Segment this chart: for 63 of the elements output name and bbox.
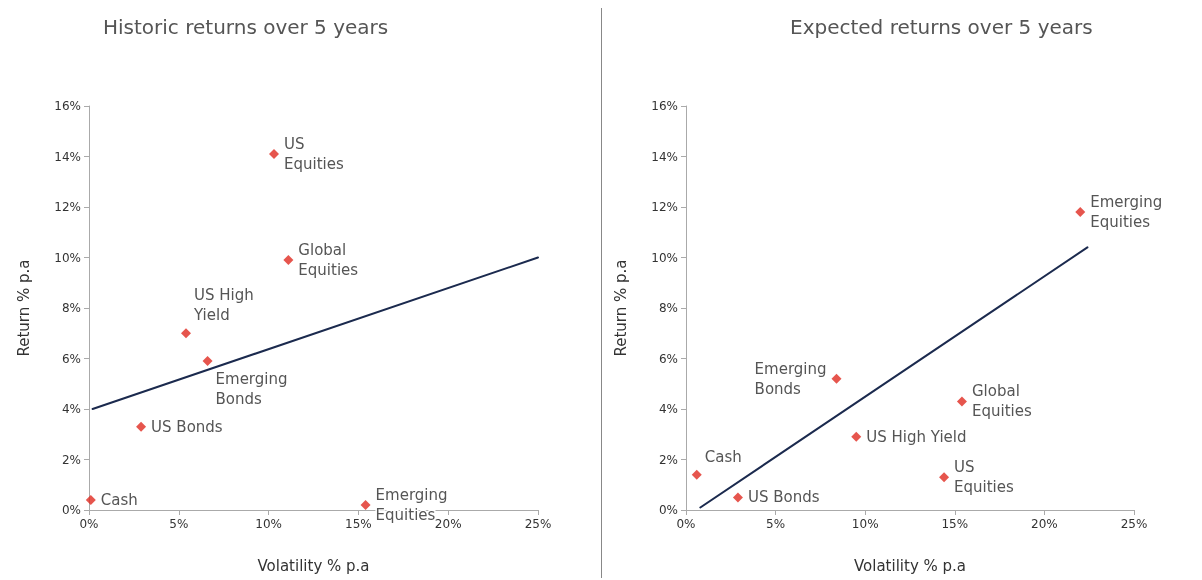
x-tick-label: 20%: [1031, 517, 1058, 531]
annotation: US Bonds: [151, 417, 223, 436]
x-tick-label: 10%: [255, 517, 282, 531]
x-tick-label: 0%: [676, 517, 696, 531]
y-tick-label: 8%: [61, 301, 81, 315]
x-tick-label: 25%: [524, 517, 552, 531]
y-tick-label: 14%: [54, 149, 81, 164]
chart-title: Historic returns over 5 years: [103, 15, 389, 39]
y-tick-label: 12%: [54, 200, 81, 214]
y-tick-label: 10%: [651, 250, 678, 265]
y-tick-label: 4%: [658, 402, 678, 416]
annotation: US Bonds: [747, 488, 820, 507]
annotation: US Equities: [283, 134, 344, 173]
x-tick-label: 25%: [1120, 517, 1148, 531]
y-tick-label: 14%: [651, 149, 678, 164]
x-tick-label: 10%: [851, 517, 879, 531]
annotation: US Equities: [954, 458, 1014, 497]
annotation: Emerging Bonds: [215, 370, 288, 409]
y-tick-label: 12%: [651, 200, 678, 214]
y-tick-label: 6%: [658, 351, 678, 366]
y-tick-label: 16%: [54, 99, 81, 113]
x-tick-label: 15%: [941, 517, 969, 531]
annotation: Emerging Equities: [1090, 193, 1163, 232]
point: [831, 373, 842, 384]
y-tick-label: 2%: [658, 452, 678, 467]
point: [851, 431, 862, 442]
point: [136, 421, 147, 432]
point: [939, 472, 950, 483]
y-tick-label: 6%: [61, 351, 81, 366]
point: [283, 255, 294, 266]
point: [691, 469, 702, 480]
point: [1075, 207, 1086, 218]
y-axis-title: Return % p.a: [611, 259, 630, 357]
x-tick-label: 15%: [345, 517, 372, 531]
x-tick-label: 5%: [766, 517, 786, 531]
point: [202, 356, 213, 367]
annotation: US High Yield: [866, 427, 967, 446]
annotation: Cash: [704, 447, 742, 466]
chart-title: Expected returns over 5 years: [790, 15, 1093, 39]
y-tick-label: 0%: [61, 503, 81, 517]
annotation: US High Yield: [192, 286, 254, 325]
point: [732, 492, 743, 503]
point: [956, 396, 967, 407]
point: [360, 499, 371, 510]
annotation: Emerging Bonds: [754, 359, 827, 398]
annotation: Cash: [100, 490, 138, 509]
x-tick-label: 5%: [169, 517, 189, 531]
y-axis-title: Return % p.a: [14, 259, 33, 357]
y-tick-label: 4%: [61, 402, 81, 416]
y-tick-label: 16%: [651, 99, 678, 113]
point: [85, 494, 96, 505]
y-tick-label: 10%: [54, 250, 81, 265]
x-tick-label: 0%: [79, 517, 99, 531]
point: [180, 328, 191, 339]
y-tick-label: 0%: [658, 503, 678, 517]
x-axis-title: Volatility % p.a: [853, 556, 967, 575]
annotation: Global Equities: [971, 382, 1032, 421]
y-tick-label: 8%: [658, 301, 678, 315]
y-tick-label: 2%: [61, 452, 81, 467]
point: [268, 148, 279, 159]
annotation: Global Equities: [298, 241, 359, 280]
x-tick-label: 20%: [434, 517, 462, 531]
x-axis-title: Volatility % p.a: [257, 556, 370, 575]
